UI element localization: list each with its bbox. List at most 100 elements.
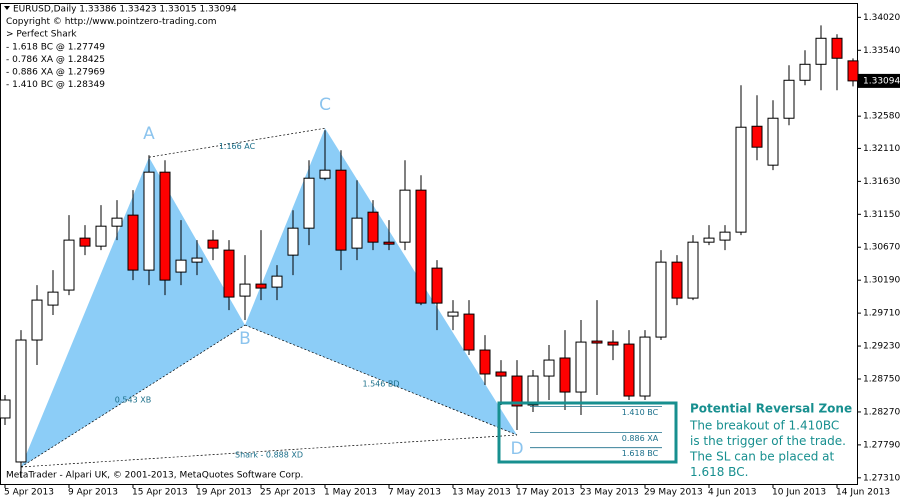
prz-text: 1.618 BC.	[690, 465, 748, 479]
y-tick-label: 1.33540	[863, 46, 900, 56]
menu-arrow	[4, 6, 10, 10]
pattern-dashed-line	[20, 434, 518, 468]
candle-body	[447, 311, 459, 317]
header-line: Copyright © http://www.pointzero-trading…	[6, 17, 216, 27]
current-price-label: 1.33094	[863, 76, 900, 86]
y-tick-label: 1.27790	[863, 440, 900, 450]
candle-body	[783, 79, 795, 119]
pattern-point-label: D	[510, 439, 523, 459]
pattern-dashed-line	[244, 324, 518, 436]
candle-body	[111, 217, 123, 227]
y-tick-label: 1.30670	[863, 243, 900, 253]
candle-body	[815, 37, 827, 65]
x-tick-label: 25 Apr 2013	[260, 488, 316, 498]
candle-body	[671, 261, 683, 299]
candle-body	[367, 211, 379, 243]
candle-body	[175, 259, 187, 273]
candle-body	[31, 299, 43, 341]
candle-body	[431, 267, 443, 304]
candle-body	[575, 341, 587, 393]
header-line: - 1.618 BC @ 1.27749	[6, 42, 105, 52]
candle-body	[159, 171, 171, 281]
pattern-point-label: C	[319, 95, 331, 115]
candle-body	[655, 261, 667, 338]
candle-body	[591, 340, 603, 344]
candle-body	[47, 291, 59, 306]
x-tick-label: 13 May 2013	[452, 488, 511, 498]
candle-body	[255, 283, 267, 289]
pattern-point-label: A	[143, 124, 155, 144]
prz-text: The SL can be placed at	[689, 450, 835, 464]
candle-body	[191, 257, 203, 263]
candle-body	[383, 241, 395, 245]
candle-body	[719, 231, 731, 241]
candle-body	[735, 126, 747, 233]
footer: MetaTrader - Alpari UK, © 2001-2013, Met…	[6, 471, 303, 481]
prz-title: Potential Reversal Zone	[690, 402, 852, 416]
pattern-annotation: Shark - 0.888 XD	[235, 450, 303, 459]
x-tick-label: 15 Apr 2013	[132, 488, 188, 498]
prz-box	[497, 401, 678, 464]
pattern-dashed-line	[20, 324, 246, 468]
candle-body	[479, 349, 491, 375]
x-tick-label: 5 Apr 2013	[4, 488, 54, 498]
prz-level-label: 0.886 XA	[622, 434, 659, 443]
candle-body	[207, 239, 219, 249]
candle-body	[0, 399, 11, 419]
candle-body	[79, 237, 91, 247]
prz-level-label: 1.618 BC	[622, 449, 659, 458]
x-tick-label: 9 Apr 2013	[68, 488, 118, 498]
candle-body	[495, 371, 507, 377]
current-price-box	[858, 73, 900, 88]
candle-body	[543, 359, 555, 377]
x-tick-label: 19 Apr 2013	[196, 488, 252, 498]
candle-body	[415, 189, 427, 304]
candle-body	[351, 217, 363, 249]
x-tick-label: 7 May 2013	[388, 488, 441, 498]
candle-body	[511, 375, 523, 407]
pattern-triangle	[21, 157, 245, 467]
prz-text: is the trigger of the trade.	[690, 434, 846, 448]
pattern-dashed-line	[148, 127, 326, 158]
x-tick-label: 29 May 2013	[644, 488, 703, 498]
candle-body	[623, 343, 635, 397]
candle-body	[527, 375, 539, 406]
pattern-point-label: B	[239, 329, 251, 349]
prz-text: The breakout of 1.410BC	[689, 419, 839, 433]
x-tick-label: 23 May 2013	[580, 488, 639, 498]
candle-body	[559, 357, 571, 393]
candle-body	[607, 341, 619, 346]
header-line: - 0.786 XA @ 1.28425	[6, 55, 105, 65]
candle-body	[799, 63, 811, 81]
y-tick-label: 1.32110	[863, 144, 900, 154]
candle-body	[847, 60, 859, 82]
candle-body	[767, 117, 779, 166]
candle-body	[127, 214, 139, 271]
y-tick-label: 1.30190	[863, 276, 900, 286]
candle-body	[287, 227, 299, 256]
x-tick-label: 1 May 2013	[324, 488, 377, 498]
x-tick-label: 4 Jun 2013	[708, 488, 756, 498]
candle-body	[319, 169, 331, 179]
candle-body	[303, 177, 315, 229]
x-tick-label: 17 May 2013	[516, 488, 575, 498]
y-tick-label: 1.29230	[863, 342, 900, 352]
candle-body	[751, 125, 763, 148]
header-line: - 1.410 BC @ 1.28349	[6, 80, 105, 90]
x-tick-label: 14 Jun 2013	[836, 488, 890, 498]
candle-body	[463, 313, 475, 351]
candle-body	[703, 237, 715, 243]
y-tick-label: 1.31630	[863, 177, 900, 187]
x-tick-label: 10 Jun 2013	[772, 488, 826, 498]
y-tick-label: 1.28270	[863, 407, 900, 417]
header-line: EURUSD,Daily 1.33386 1.33423 1.33015 1.3…	[13, 5, 237, 15]
candle-body	[223, 249, 235, 298]
pattern-annotation: 0.543 XB	[115, 396, 151, 405]
pattern-annotation: 1.546 BD	[362, 380, 399, 389]
candle-body	[63, 239, 75, 291]
candle-body	[15, 339, 27, 463]
y-tick-label: 1.34020	[863, 13, 900, 23]
candle-body	[399, 189, 411, 243]
y-tick-label: 1.28750	[863, 375, 900, 385]
